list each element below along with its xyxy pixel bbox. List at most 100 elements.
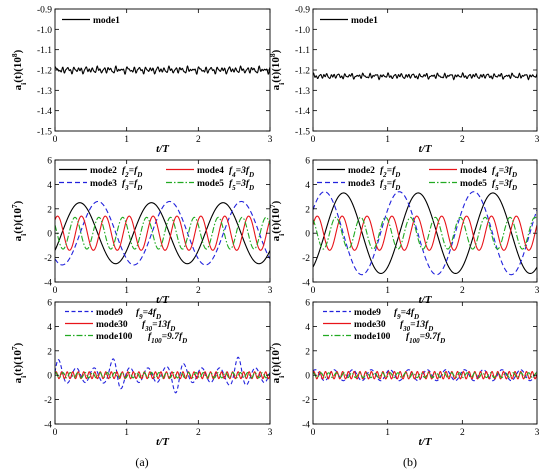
plot-frame [54, 159, 271, 283]
x-tick-label: 1 [385, 135, 390, 145]
y-tick-label: -1.1 [295, 46, 310, 56]
legend-label-mode3: mode3 [348, 179, 375, 189]
series-line-mode100 [313, 372, 537, 379]
y-tick-label: -1.4 [37, 107, 52, 117]
x-tick-label: 0 [311, 286, 316, 296]
x-tick-label: 3 [268, 428, 273, 438]
legend-freq-mode30: f30=13fD [400, 320, 433, 333]
y-tick-label: 6 [305, 299, 310, 309]
legend-freq-mode4: f4=3fD [229, 166, 254, 179]
x-tick-label: 0 [311, 135, 316, 145]
legend-freq-mode9: f9=4fD [136, 308, 161, 321]
y-tick-label: -1.5 [37, 128, 52, 138]
legend-label-mode9: mode9 [354, 308, 381, 318]
series-line-mode9 [313, 369, 537, 382]
plot-frame [54, 301, 271, 425]
y-tick-label: -1.0 [295, 26, 310, 36]
series-line-mode4 [55, 215, 270, 251]
y-tick-label: 0 [47, 230, 52, 240]
y-tick-label: 6 [47, 157, 52, 167]
column-caption-a: (a) [135, 455, 148, 469]
y-tick-label: 4 [305, 323, 310, 333]
y-tick-label: 2 [305, 205, 310, 215]
series-line-mode5 [313, 216, 537, 250]
y-axis-label: ai(t)(107) [10, 200, 28, 241]
legend-freq-mode100: f100=9.7fD [148, 332, 187, 345]
y-tick-label: -4 [44, 279, 52, 289]
y-tick-label: -1.2 [37, 67, 52, 77]
x-tick-label: 2 [460, 135, 465, 145]
x-tick-label: 1 [124, 428, 129, 438]
series-line-mode2 [55, 202, 270, 265]
legend-freq-mode2: f2=fD [122, 166, 142, 179]
y-tick-label: 0 [47, 372, 52, 382]
legend-label-mode5: mode5 [197, 179, 224, 189]
plot-frame [312, 159, 538, 283]
y-tick-label: -0.9 [295, 6, 310, 16]
series-line-mode4 [313, 215, 537, 251]
legend-label-mode5: mode5 [460, 179, 487, 189]
legend-label-mode1: mode1 [93, 16, 120, 26]
y-tick-label: 6 [305, 157, 310, 167]
x-tick-label: 1 [124, 286, 129, 296]
legend-label-mode2: mode2 [90, 166, 117, 176]
y-tick-label: -1.5 [295, 128, 310, 138]
series-line-mode1 [313, 71, 537, 81]
legend: mode2 f2=fD mode3 f3=fD mode4 f4=3fD mode5 f5=3… [317, 166, 517, 192]
legend-freq-mode100: f100=9.7fD [406, 332, 445, 345]
x-tick-label: 2 [196, 286, 201, 296]
y-tick-label: -1.0 [37, 26, 52, 36]
y-tick-label: -1.3 [295, 87, 310, 97]
series-line-mode2 [313, 192, 537, 275]
legend: mode2 f2=fD mode3 f3=fD mode4 f4=3fD mode5 f5=3… [59, 166, 254, 192]
y-tick-label: 2 [47, 347, 52, 357]
x-tick-label: 1 [124, 135, 129, 145]
legend-freq-mode5: f5=3fD [229, 179, 254, 192]
x-tick-label: 2 [196, 135, 201, 145]
legend-label-mode9: mode9 [96, 308, 123, 318]
x-tick-label: 0 [53, 428, 58, 438]
y-tick-label: -2 [44, 254, 52, 264]
series-line-mode3 [313, 191, 537, 276]
legend-label-mode1: mode1 [351, 16, 378, 26]
y-tick-label: 4 [47, 323, 52, 333]
y-tick-label: -1.4 [295, 107, 310, 117]
x-axis-label: t/T [419, 294, 433, 306]
legend-freq-mode2: f2=fD [380, 166, 400, 179]
y-tick-label: -4 [302, 421, 310, 431]
y-tick-label: 2 [305, 347, 310, 357]
y-tick-label: -2 [44, 396, 52, 406]
x-tick-label: 3 [535, 286, 540, 296]
x-tick-label: 2 [196, 428, 201, 438]
legend-label-mode4: mode4 [197, 166, 224, 176]
y-tick-label: -4 [302, 279, 310, 289]
legend-label-mode30: mode30 [354, 320, 386, 330]
y-tick-label: -4 [44, 421, 52, 431]
legend: mode9 f9=4fD mode30 f30=13fD mode100 f100=9.7… [323, 308, 445, 345]
legend-label-mode4: mode4 [460, 166, 487, 176]
x-tick-label: 1 [385, 286, 390, 296]
x-axis-label: t/T [156, 436, 170, 448]
x-tick-label: 2 [460, 286, 465, 296]
legend-freq-mode3: f3=fD [122, 179, 142, 192]
legend-label-mode3: mode3 [90, 179, 117, 189]
y-axis-label: ai(t)(108) [10, 49, 28, 90]
legend: mode9 f9=4fD mode30 f30=13fD mode100 f100=9.7… [65, 308, 187, 345]
series-line-mode3 [55, 200, 270, 266]
x-tick-label: 1 [385, 428, 390, 438]
plot-frame [312, 8, 538, 132]
column-caption-b: (b) [403, 455, 417, 469]
x-tick-label: 3 [535, 428, 540, 438]
legend-freq-mode30: f30=13fD [142, 320, 175, 333]
legend-freq-mode9: f9=4fD [394, 308, 419, 321]
x-tick-label: 0 [53, 286, 58, 296]
y-tick-label: -2 [302, 254, 310, 264]
x-tick-label: 2 [460, 428, 465, 438]
y-axis-label: ai(t)(107) [268, 200, 286, 241]
legend-label-mode100: mode100 [96, 332, 133, 342]
